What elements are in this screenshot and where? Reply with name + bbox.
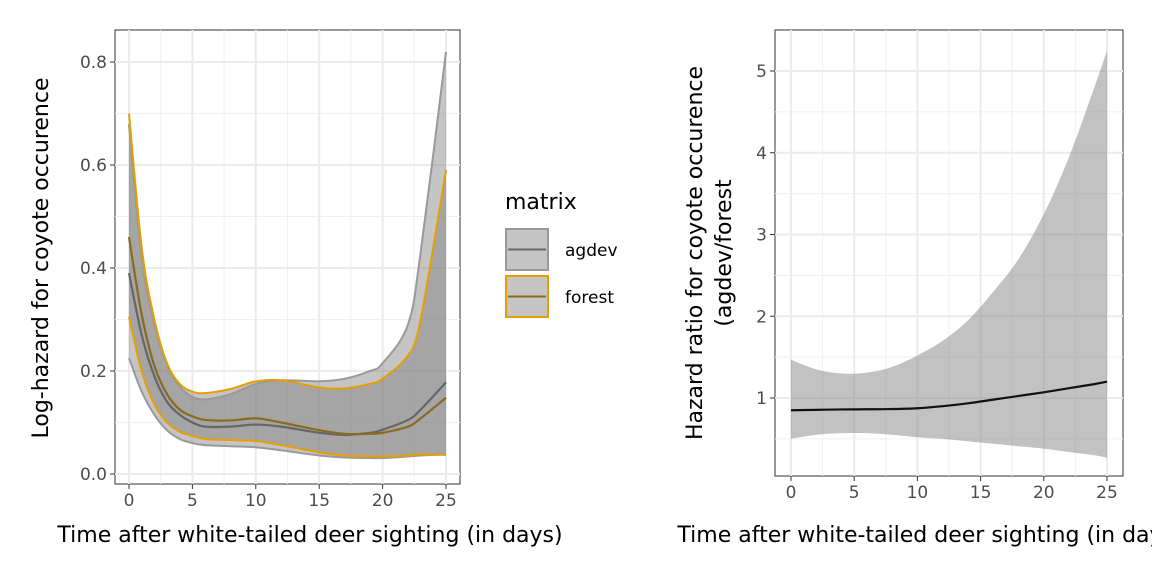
y-tick-label: 0.6 — [80, 156, 107, 176]
lower-bound-agdev — [128, 357, 447, 460]
x-tick-label: 10 — [245, 491, 267, 511]
x-tick-label: 0 — [786, 483, 797, 503]
lower-bound-forest — [128, 316, 447, 458]
right-y-axis-title-line1: Hazard ratio for coyote occurence — [683, 66, 708, 440]
x-tick-label: 5 — [187, 491, 198, 511]
y-tick-label: 2 — [756, 307, 767, 327]
x-tick-label: 10 — [907, 483, 929, 503]
y-tick-label: 4 — [756, 144, 767, 164]
y-tick-label: 0.4 — [80, 259, 107, 279]
y-tick-label: 3 — [756, 226, 767, 246]
y-tick-label: 5 — [756, 62, 767, 82]
left-data-layer — [127, 51, 447, 460]
legend-label-agdev: agdev — [565, 241, 618, 261]
left-y-axis-title: Log-hazard for coyote occurence — [29, 77, 54, 438]
x-tick-label: 15 — [308, 491, 330, 511]
x-tick-label: 5 — [849, 483, 860, 503]
mean-line-agdev — [127, 272, 447, 436]
right-y-axis-title-line2: (agdev/forest — [712, 179, 737, 327]
x-tick-label: 15 — [970, 483, 992, 503]
right-data-layer — [790, 50, 1108, 458]
x-tick-label: 0 — [124, 491, 135, 511]
right-tick-labels: 0 5 10 15 20 25 1 2 3 4 5 — [756, 62, 1118, 503]
legend-key-forest: forest — [505, 275, 614, 318]
ribbon-hazard-ratio — [791, 50, 1107, 458]
left-gridlines — [115, 30, 460, 484]
x-tick-label: 20 — [1033, 483, 1055, 503]
y-tick-label: 0.0 — [80, 465, 107, 485]
y-tick-label: 1 — [756, 389, 767, 409]
right-x-axis-title: Time after white-tailed deer sighting (i… — [676, 523, 1152, 548]
legend-title: matrix — [505, 190, 577, 215]
legend-key-agdev: agdev — [505, 228, 618, 271]
legend-label-forest: forest — [565, 288, 614, 308]
x-tick-label: 25 — [1096, 483, 1118, 503]
y-tick-label: 0.8 — [80, 53, 107, 73]
right-panel-hazard-ratio: 0 5 10 15 20 25 1 2 3 4 5 Time after white-tailed … — [676, 29, 1152, 548]
legend: matrix agdev forest — [505, 190, 618, 318]
upper-bound-forest — [128, 113, 447, 395]
right-gridlines — [775, 30, 1123, 476]
mean-line-forest — [127, 236, 447, 436]
left-x-axis-title: Time after white-tailed deer sighting (i… — [56, 523, 562, 548]
mean-line-hazard-ratio — [790, 380, 1108, 412]
left-tick-labels: 0 5 10 15 20 25 0.0 0.2 0.4 0.6 0.8 — [80, 53, 457, 511]
ribbon-agdev — [129, 51, 446, 459]
left-panel-log-hazard: 0 5 10 15 20 25 0.0 0.2 0.4 0.6 0.8 Time after whi… — [29, 29, 563, 548]
upper-bound-agdev — [128, 51, 447, 401]
y-tick-label: 0.2 — [80, 362, 107, 382]
x-tick-label: 20 — [372, 491, 394, 511]
x-tick-label: 25 — [435, 491, 457, 511]
